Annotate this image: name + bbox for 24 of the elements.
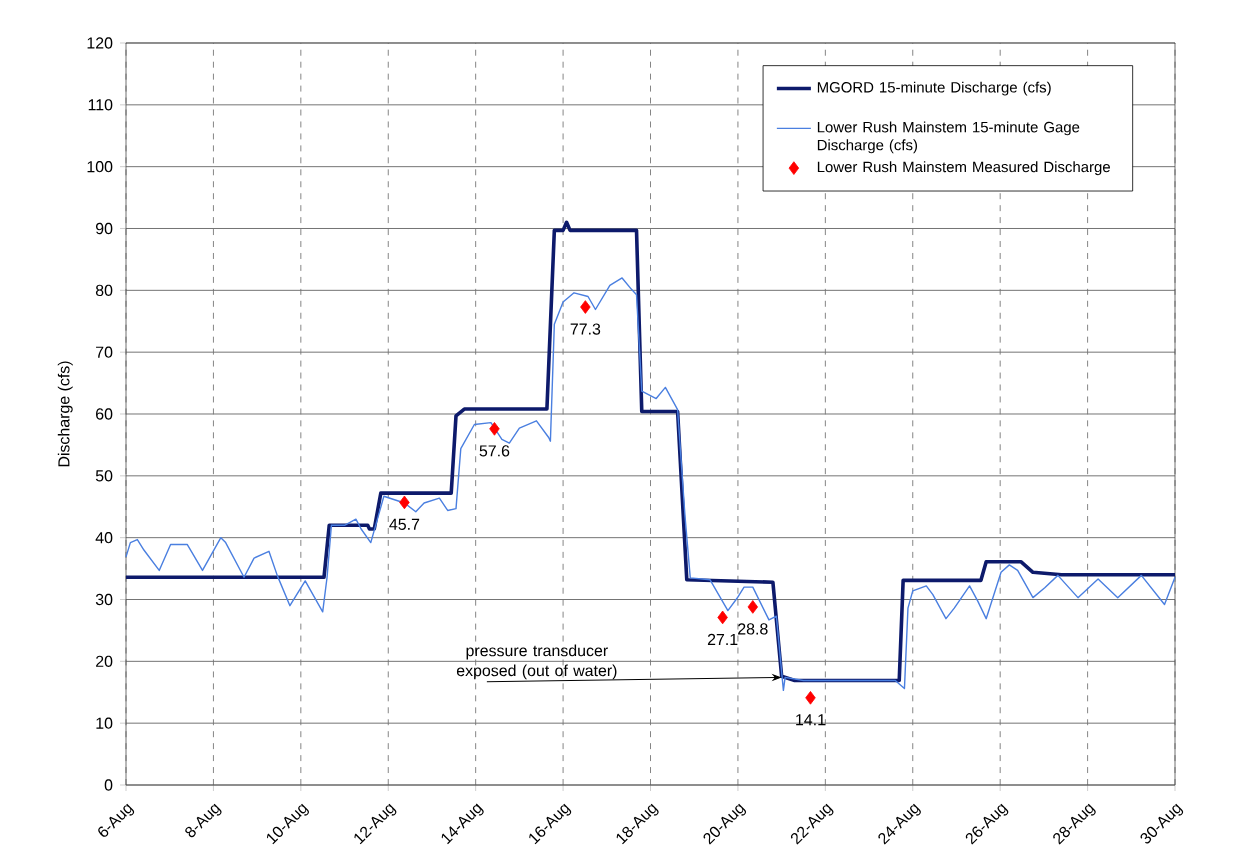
y-tick-label: 40 — [95, 532, 113, 544]
legend-label: Lower Rush Mainstem 15-minute Gage Discharge (cfs) — [817, 121, 1080, 154]
y-tick-label: 120 — [87, 37, 113, 49]
y-tick-label: 90 — [95, 222, 113, 235]
data-label: 27.1 — [707, 633, 738, 645]
y-tick-label: 110 — [88, 99, 113, 111]
data-label: 28.8 — [738, 623, 768, 635]
y-tick-label: 70 — [96, 346, 113, 358]
y-tick-label: 60 — [96, 408, 113, 420]
y-tick-label: 20 — [96, 655, 113, 667]
data-label: 45.7 — [389, 518, 420, 530]
legend-label: Lower Rush Mainstem Measured Discharge — [817, 161, 1110, 176]
y-tick-label: 10 — [96, 717, 113, 729]
annotation: pressure transducer exposed (out of water) — [456, 644, 617, 680]
y-tick-label: 80 — [95, 284, 113, 296]
y-tick-label: 0 — [104, 779, 113, 791]
data-label: 77.3 — [570, 323, 601, 335]
y-axis-title: Discharge (cfs) — [57, 361, 73, 467]
y-tick-label: 30 — [95, 593, 113, 606]
data-label: 14.1 — [796, 714, 826, 726]
legend-label: MGORD 15-minute Discharge (cfs) — [817, 81, 1051, 96]
data-label: 57.6 — [479, 445, 510, 457]
y-tick-label: 50 — [95, 470, 113, 482]
y-tick-label: 100 — [87, 161, 113, 173]
